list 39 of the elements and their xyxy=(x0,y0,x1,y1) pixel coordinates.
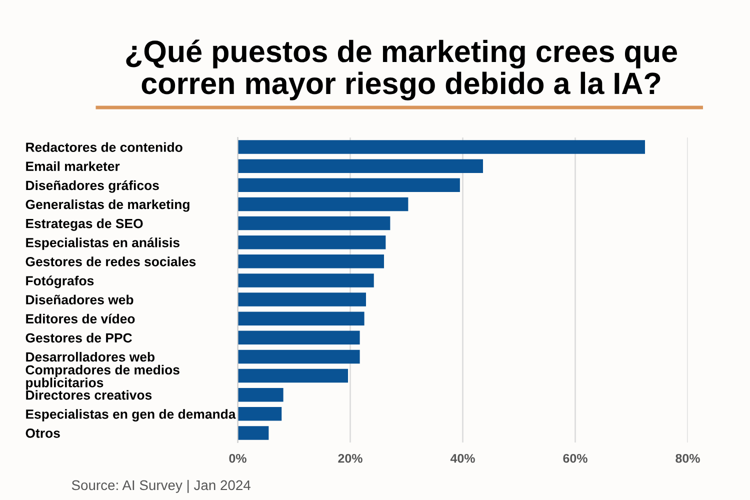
y-tick-label: Especialistas en análisis xyxy=(26,238,180,250)
bar xyxy=(238,368,348,383)
y-tick-label: Fotógrafos xyxy=(26,276,94,288)
bar xyxy=(238,388,284,402)
x-tick-label: 80% xyxy=(676,454,700,463)
y-tick-label: Especialistas en gen de demanda xyxy=(26,409,236,422)
x-tick-label: 40% xyxy=(450,454,475,463)
y-tick-label: Editores de vídeo xyxy=(26,314,135,324)
source-note: Source: AI Survey | Jan 2024 xyxy=(72,480,250,493)
y-tick-label: Redactores de contenido xyxy=(26,142,182,152)
bar xyxy=(238,426,269,440)
y-tick-label: Diseñadores gráficos xyxy=(26,180,159,193)
chart-title: ¿Qué puestos de marketing crees que corren mayor riesgo debido a la IA? xyxy=(126,40,678,100)
bar xyxy=(238,159,483,173)
bar xyxy=(238,216,390,230)
y-tick-label: Compradores de medios publicitarios xyxy=(26,364,180,390)
bar xyxy=(238,235,386,250)
bar xyxy=(238,178,460,192)
bar xyxy=(238,407,282,421)
y-tick-label: Generalistas de marketing xyxy=(26,199,190,212)
x-tick-label: 60% xyxy=(563,454,588,463)
y-tick-label: Diseñadores web xyxy=(26,294,134,304)
y-tick-label: Desarrolladores web xyxy=(26,352,155,362)
y-tick-label: Otros xyxy=(26,428,60,438)
bar xyxy=(238,140,645,154)
bar xyxy=(238,197,408,212)
y-tick-label: Directores creativos xyxy=(26,390,152,400)
bar xyxy=(238,254,384,268)
bar xyxy=(238,312,364,326)
y-tick-label: Gestores de PPC xyxy=(26,332,132,343)
bar xyxy=(238,274,374,288)
x-tick-label: 0% xyxy=(229,454,246,463)
y-tick-label: Estrategas de SEO xyxy=(26,218,143,231)
x-tick-label: 20% xyxy=(338,454,362,463)
y-tick-label: Email marketer xyxy=(26,161,120,172)
bar xyxy=(238,330,360,345)
bar xyxy=(238,292,366,306)
y-tick-label: Gestores de redes sociales xyxy=(26,256,196,266)
bar xyxy=(238,350,360,364)
